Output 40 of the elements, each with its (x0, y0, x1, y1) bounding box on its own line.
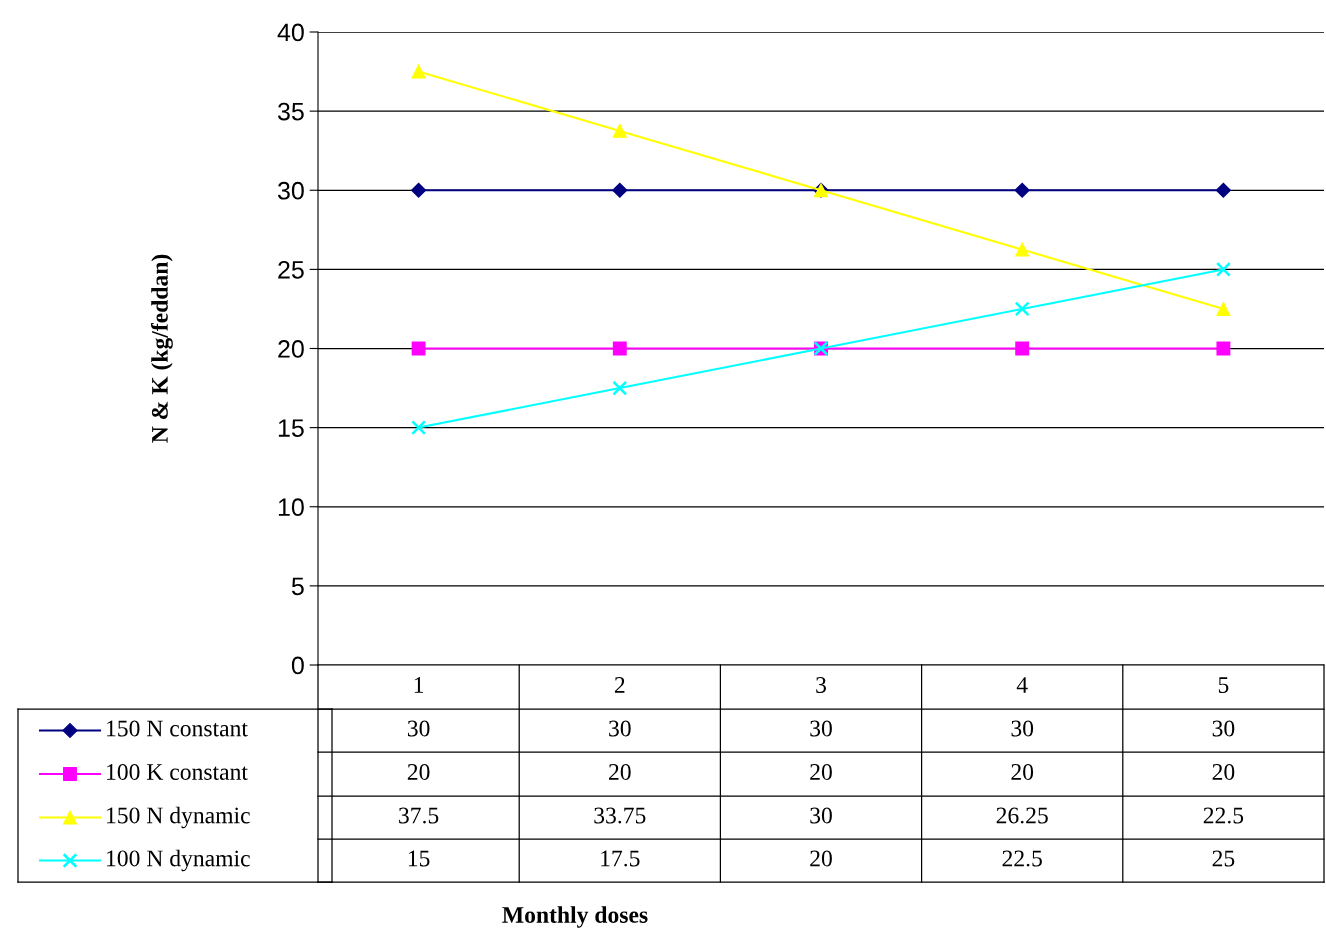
data-label: 30 (810, 807, 832, 824)
data-label: 20 (609, 763, 631, 780)
y-tick-label: 0 (291, 656, 304, 675)
data-label: 33.75 (594, 807, 646, 824)
data-label: 30 (407, 720, 430, 737)
data-label: 37.5 (399, 807, 439, 824)
data-label: 20 (1212, 763, 1235, 780)
x-tick-label: 4 (1016, 677, 1028, 693)
legend-label: 150 N constant (107, 720, 248, 737)
data-label: 22.5 (1002, 850, 1042, 867)
x-tick-label: 3 (816, 677, 826, 693)
x-tick-label: 1 (414, 677, 424, 693)
x-tick-label: 5 (1218, 677, 1229, 693)
data-label: 20 (407, 763, 430, 780)
legend-label: 100 K constant (107, 763, 248, 780)
y-tick-label: 40 (277, 23, 304, 42)
data-label: 26.25 (996, 807, 1048, 824)
y-axis-title: N & K (kg/feddan) (151, 254, 173, 443)
y-tick-label: 20 (278, 340, 304, 358)
legend-label: 100 N dynamic (107, 849, 250, 872)
data-label: 30 (1011, 720, 1034, 737)
data-label: 20 (810, 850, 832, 867)
data-label: 20 (810, 763, 832, 780)
data-label: 17.5 (601, 850, 640, 867)
y-tick-label: 10 (278, 498, 304, 517)
x-tick-label: 2 (614, 677, 625, 693)
data-label: 30 (1212, 720, 1235, 737)
y-tick-label: 30 (277, 181, 304, 200)
y-tick-label: 15 (278, 419, 304, 437)
text: Monthly doses (502, 906, 648, 928)
data-label: 30 (609, 720, 631, 737)
data-label: 20 (1011, 763, 1034, 780)
data-label: 30 (810, 720, 832, 737)
legend-label: 150 N dynamic (107, 806, 250, 829)
y-tick-label: 25 (278, 260, 304, 279)
data-label: 22.5 (1203, 807, 1244, 824)
data-label: 25 (1212, 850, 1235, 867)
data-label: 15 (408, 850, 430, 867)
y-tick-label: 35 (277, 102, 304, 121)
y-tick-label: 5 (291, 577, 304, 596)
